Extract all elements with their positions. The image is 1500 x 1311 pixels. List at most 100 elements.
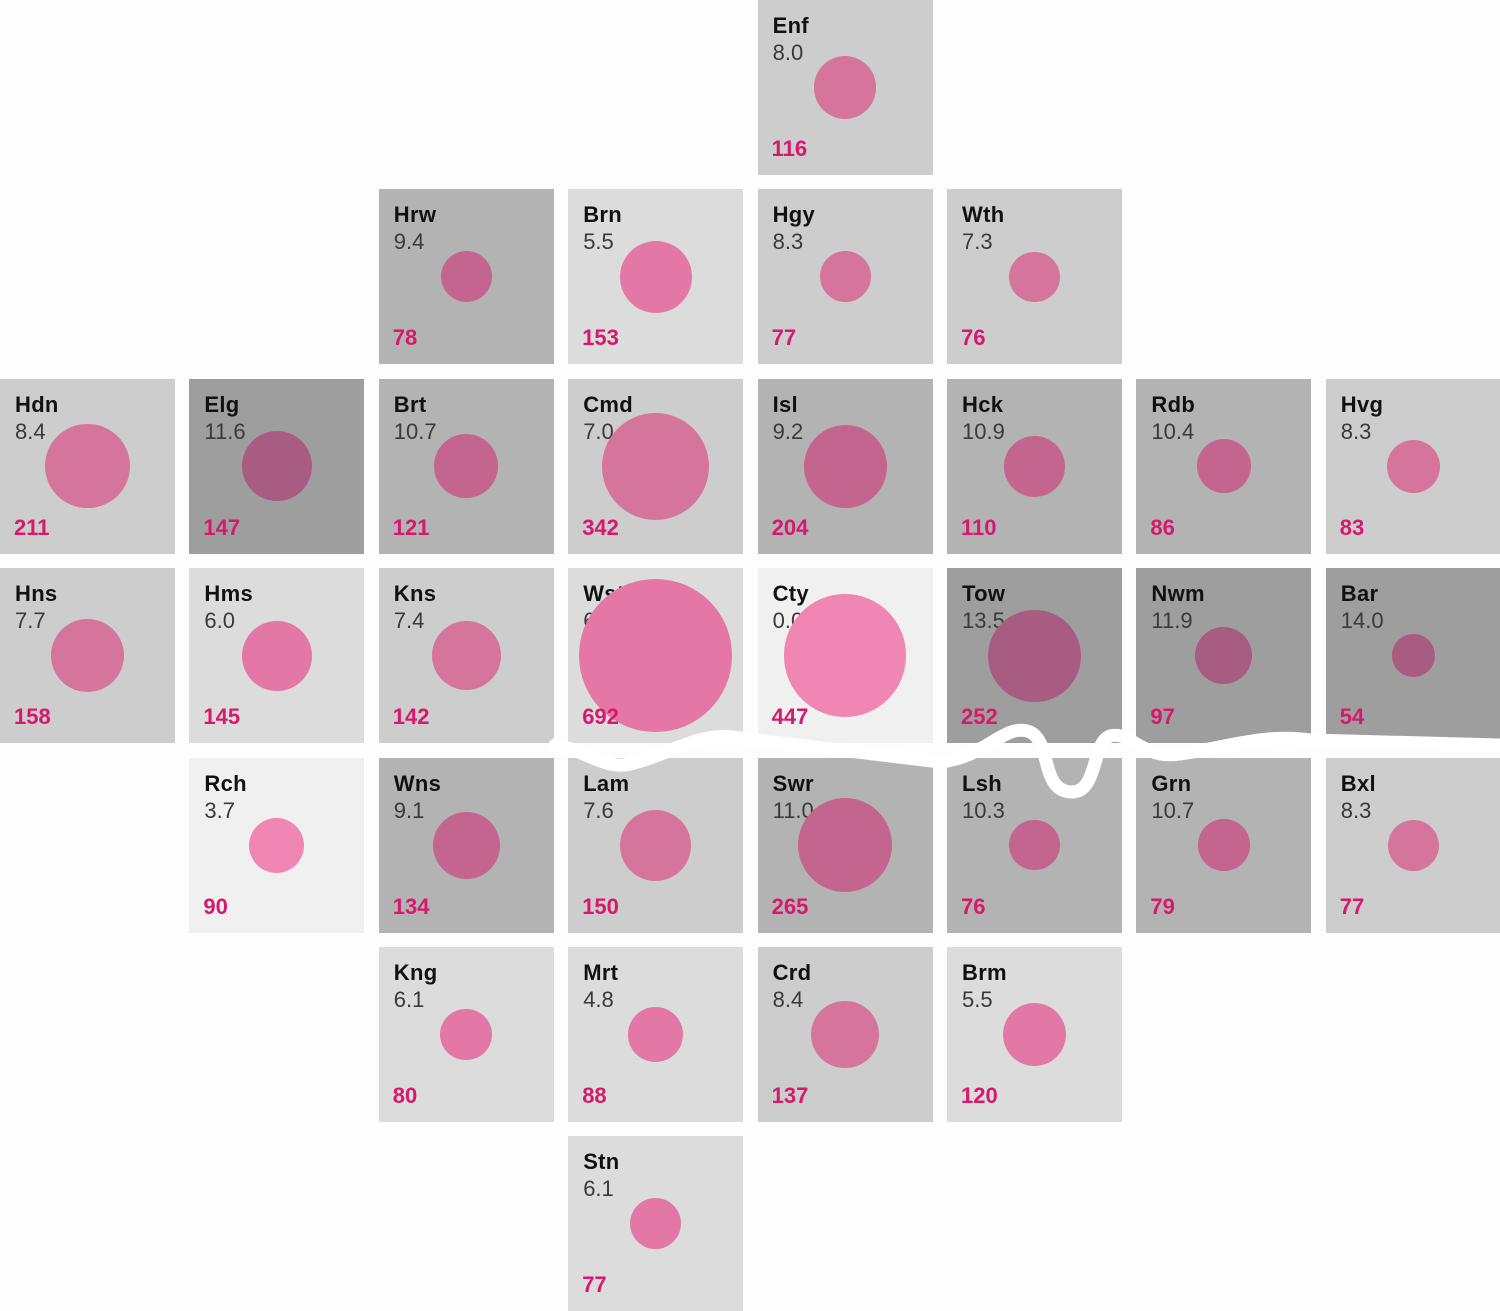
borough-tile-bxl: Bxl 8.3 77 xyxy=(1325,757,1500,933)
borough-code: Brm xyxy=(962,960,1007,985)
borough-tile-hms: Hms 6.0 145 xyxy=(189,568,365,744)
borough-count: 204 xyxy=(771,514,809,540)
count-bubble xyxy=(1386,439,1440,493)
borough-count: 97 xyxy=(1150,704,1175,730)
borough-tile-crd: Crd 8.4 137 xyxy=(757,947,933,1122)
borough-tile-hvg: Hvg 8.3 83 xyxy=(1325,378,1500,554)
borough-rate: 8.4 xyxy=(15,418,46,444)
borough-rate: 8.3 xyxy=(1340,418,1372,444)
borough-count: 77 xyxy=(582,1272,607,1298)
borough-tile-hns: Hns 7.7 158 xyxy=(0,568,175,744)
count-bubble xyxy=(819,251,871,303)
borough-rate: 10.4 xyxy=(1151,418,1195,444)
borough-code: Hrw xyxy=(393,202,437,228)
borough-tile-wth: Wth 7.3 76 xyxy=(947,189,1122,365)
borough-tile-hdn: Hdn 8.4 211 xyxy=(0,378,175,554)
count-bubble xyxy=(431,621,501,691)
count-bubble xyxy=(432,811,500,879)
count-bubble xyxy=(813,56,877,119)
borough-tile-hrw: Hrw 9.4 78 xyxy=(378,189,554,365)
borough-rate: 8.4 xyxy=(772,987,804,1012)
borough-tile-hgy: Hgy 8.3 77 xyxy=(757,189,933,365)
borough-rate: 8.0 xyxy=(772,40,804,65)
borough-rate: 7.7 xyxy=(15,608,46,634)
borough-tile-kng: Kng 6.1 80 xyxy=(378,947,554,1122)
count-bubble xyxy=(628,1007,683,1062)
borough-tile-isl: Isl 9.2 204 xyxy=(757,378,933,554)
borough-rate: 5.5 xyxy=(583,229,614,255)
borough-tile-brt: Brt 10.7 121 xyxy=(378,378,554,554)
borough-rate: 7.3 xyxy=(962,229,993,255)
borough-code: Crd xyxy=(772,960,812,985)
borough-code: Bar xyxy=(1340,581,1379,607)
borough-code: Hns xyxy=(15,581,58,607)
borough-count: 90 xyxy=(203,893,228,919)
borough-rate: 9.1 xyxy=(393,797,425,823)
borough-rate: 9.2 xyxy=(772,418,804,444)
count-bubble xyxy=(1196,439,1251,494)
borough-tile-kns: Kns 7.4 142 xyxy=(378,568,554,744)
count-bubble xyxy=(440,1008,493,1061)
borough-count: 145 xyxy=(203,704,241,730)
borough-count: 76 xyxy=(961,325,986,351)
borough-code: Lam xyxy=(583,770,630,796)
borough-count: 54 xyxy=(1339,704,1365,730)
borough-count: 211 xyxy=(14,514,50,540)
borough-count: 692 xyxy=(582,704,619,730)
borough-code: Nwm xyxy=(1151,581,1205,607)
borough-code: Hgy xyxy=(772,202,816,228)
borough-tile-elg: Elg 11.6 147 xyxy=(189,378,365,554)
borough-code: Hdn xyxy=(15,391,59,417)
borough-count: 77 xyxy=(771,325,797,351)
borough-count: 137 xyxy=(771,1083,809,1108)
borough-tile-swr: Swr 11.0 265 xyxy=(757,757,933,933)
borough-rate: 6.0 xyxy=(204,608,235,634)
borough-rate: 8.3 xyxy=(1340,797,1372,823)
borough-tile-tow: Tow 13.5 252 xyxy=(947,568,1122,744)
borough-code: Rch xyxy=(204,770,247,796)
borough-rate: 11.9 xyxy=(1151,608,1193,634)
borough-code: Swr xyxy=(772,770,814,796)
borough-tile-grn: Grn 10.7 79 xyxy=(1136,757,1312,933)
borough-rate: 3.7 xyxy=(204,797,235,823)
borough-count: 80 xyxy=(392,1083,418,1108)
borough-tile-lam: Lam 7.6 150 xyxy=(568,757,744,933)
borough-rate: 10.7 xyxy=(393,418,437,444)
count-bubble xyxy=(241,431,313,502)
borough-tile-nwm: Nwm 11.9 97 xyxy=(1136,568,1312,744)
borough-tile-enf: Enf 8.0 116 xyxy=(757,0,933,175)
borough-tile-mrt: Mrt 4.8 88 xyxy=(568,947,744,1122)
borough-code: Grn xyxy=(1151,770,1192,796)
borough-count: 86 xyxy=(1150,514,1175,540)
borough-rate: 10.9 xyxy=(962,418,1005,444)
borough-code: Enf xyxy=(772,13,809,38)
borough-code: Cty xyxy=(772,581,809,607)
count-bubble xyxy=(51,619,124,693)
borough-tile-rch: Rch 3.7 90 xyxy=(189,757,365,933)
borough-code: Elg xyxy=(204,391,240,417)
borough-rate: 7.4 xyxy=(393,608,425,634)
borough-tile-brn: Brn 5.5 153 xyxy=(568,189,744,365)
count-bubble xyxy=(803,424,887,508)
borough-rate: 14.0 xyxy=(1340,608,1384,634)
count-bubble xyxy=(249,817,305,873)
borough-tile-cty: Cty 0.0 447 xyxy=(757,568,933,744)
borough-rate: 4.8 xyxy=(583,987,614,1012)
borough-count: 110 xyxy=(961,514,997,540)
borough-code: Cmd xyxy=(583,391,633,417)
borough-code: Bxl xyxy=(1340,770,1376,796)
count-bubble xyxy=(602,412,710,520)
borough-tile-brm: Brm 5.5 120 xyxy=(947,947,1122,1122)
borough-count: 76 xyxy=(961,893,986,919)
borough-count: 78 xyxy=(392,325,418,351)
count-bubble xyxy=(1387,819,1439,871)
borough-tile-rdb: Rdb 10.4 86 xyxy=(1136,378,1312,554)
borough-rate: 6.1 xyxy=(583,1176,614,1202)
borough-count: 77 xyxy=(1339,893,1365,919)
count-bubble xyxy=(241,620,312,691)
borough-code: Kns xyxy=(393,581,437,607)
count-bubble xyxy=(797,797,893,893)
borough-rate: 6.1 xyxy=(393,987,425,1012)
count-bubble xyxy=(1002,1002,1067,1067)
